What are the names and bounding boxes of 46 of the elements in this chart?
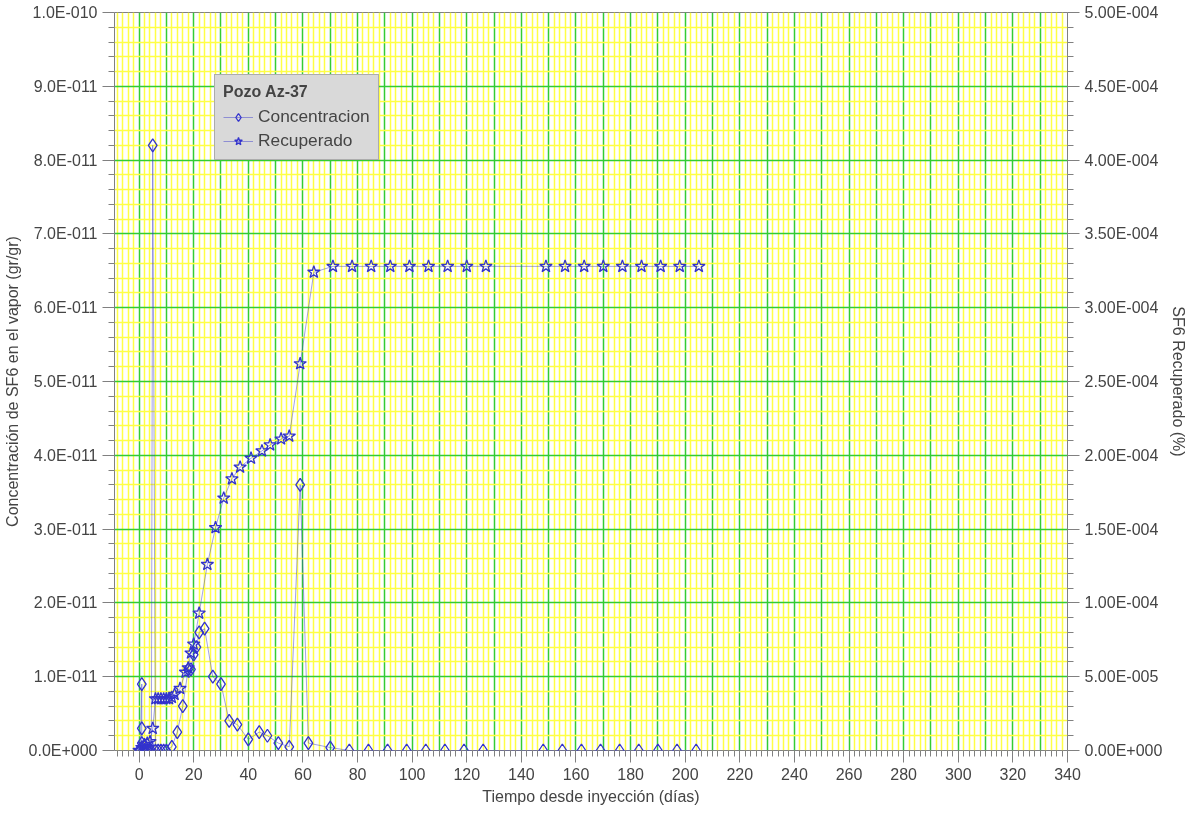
x-axis-title: Tiempo desde inyección (días) — [482, 787, 700, 805]
x-tick-label: 180 — [617, 765, 645, 783]
x-tick-label: 40 — [239, 765, 258, 783]
y-tick-label: 0.0E+000 — [28, 742, 98, 759]
y2-tick-label: 3.50E-004 — [1084, 225, 1159, 243]
y-tick-label: 2.0E-011 — [33, 594, 98, 612]
y-tick-label: 1.0E-010 — [32, 4, 98, 21]
y-axis-title: Concentración de SF6 en el vapor (gr/gr) — [3, 236, 21, 527]
x-tick-label: 260 — [835, 765, 863, 783]
x-tick-label: 60 — [294, 765, 312, 783]
x-tick-label: 100 — [398, 765, 426, 783]
y2-tick-label: 3.00E-004 — [1084, 299, 1159, 317]
y2-tick-label: 1.50E-004 — [1084, 520, 1159, 538]
x-tick-label: 0 — [134, 765, 144, 783]
y2-tick-label: 5.00E-005 — [1084, 668, 1159, 686]
y-tick-label: 3.0E-011 — [33, 520, 98, 538]
y-tick-label: 7.0E-011 — [33, 225, 98, 243]
x-tick-label: 80 — [348, 765, 367, 783]
y-tick-label: 9.0E-011 — [33, 77, 98, 95]
legend-label: Concentracion — [258, 106, 370, 127]
y2-tick-label: 2.50E-004 — [1084, 373, 1159, 390]
y-tick-label: 8.0E-011 — [33, 151, 98, 169]
x-tick-label: 120 — [453, 765, 481, 783]
y-tick-label: 1.0E-011 — [33, 668, 98, 686]
x-tick-label: 160 — [562, 765, 590, 783]
legend-title: Pozo Az-37 — [223, 83, 309, 101]
y2-tick-label: 0.00E+000 — [1084, 742, 1163, 759]
y2-tick-label: 4.50E-004 — [1084, 77, 1159, 95]
y2-tick-label: 4.00E-004 — [1084, 151, 1159, 169]
x-tick-label: 280 — [890, 765, 918, 783]
y2-axis-title: SF6 Recuperado (%) — [1170, 306, 1188, 457]
x-tick-label: 140 — [508, 765, 535, 783]
y-tick-label: 6.0E-011 — [33, 299, 98, 317]
y-tick-label: 5.0E-011 — [33, 373, 98, 390]
y2-tick-label: 5.00E-004 — [1084, 4, 1159, 21]
x-tick-label: 220 — [726, 765, 754, 783]
x-tick-label: 200 — [671, 765, 699, 783]
x-tick-label: 300 — [944, 765, 972, 783]
x-tick-label: 20 — [184, 765, 203, 783]
x-tick-label: 320 — [999, 765, 1027, 783]
x-tick-label: 340 — [1054, 765, 1081, 783]
y2-tick-label: 2.00E-004 — [1084, 446, 1159, 464]
y-tick-label: 4.0E-011 — [33, 446, 98, 464]
y2-tick-label: 1.00E-004 — [1084, 594, 1159, 612]
legend-label: Recuperado — [258, 130, 353, 151]
x-tick-label: 240 — [781, 765, 808, 783]
